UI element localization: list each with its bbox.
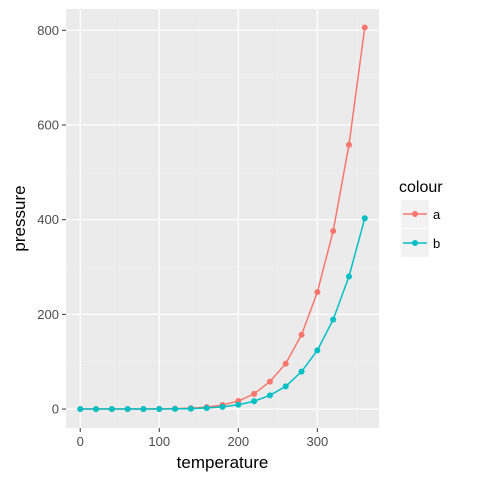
x-tick-label: 100 [148,434,170,449]
data-point-b [77,406,84,413]
data-point-b [330,316,337,323]
series-layer [77,24,368,413]
data-point-b [156,406,163,413]
data-point-a [282,360,289,367]
data-point-b [282,383,289,390]
data-point-b [140,406,147,413]
y-axis-title: pressure [10,185,29,251]
legend-item-b: b [401,229,440,257]
legend-item-a: a [401,200,441,228]
data-point-b [251,398,258,405]
plot-panel [66,9,379,428]
data-point-a [345,141,352,148]
data-point-a [266,378,273,385]
x-axis-title: temperature [177,453,269,472]
x-axis: 0 100 200 300 [77,428,328,449]
data-point-b [108,406,115,413]
data-point-b [298,368,305,375]
y-tick-label: 600 [37,117,59,132]
data-point-b [203,405,210,412]
data-point-b [345,273,352,280]
data-point-a [361,24,368,31]
data-point-b [219,403,226,410]
data-point-b [93,406,100,413]
data-point-a [330,228,337,235]
legend-title: colour [399,179,443,196]
data-point-a [251,390,258,397]
data-point-b [314,347,321,354]
y-tick-label: 800 [37,23,59,38]
x-tick-label: 200 [227,434,249,449]
data-point-b [187,405,194,412]
series-b [77,215,368,413]
y-tick-label: 200 [37,307,59,322]
y-axis: 0 200 400 600 800 [37,23,66,417]
y-tick-label: 0 [52,402,59,417]
legend-key-point-b [412,240,418,246]
y-tick-label: 400 [37,212,59,227]
data-point-a [314,289,321,296]
data-point-b [172,405,179,412]
legend-label-b: b [433,236,440,251]
x-tick-label: 0 [77,434,84,449]
data-point-b [124,406,131,413]
legend-label-a: a [433,207,441,222]
data-point-b [361,215,368,222]
data-point-a [298,331,305,338]
data-point-b [266,392,273,399]
minor-gridlines [66,9,379,428]
legend-key-point-a [412,211,418,217]
data-point-b [235,401,242,408]
x-tick-label: 300 [306,434,328,449]
legend: colour ab [399,179,443,257]
